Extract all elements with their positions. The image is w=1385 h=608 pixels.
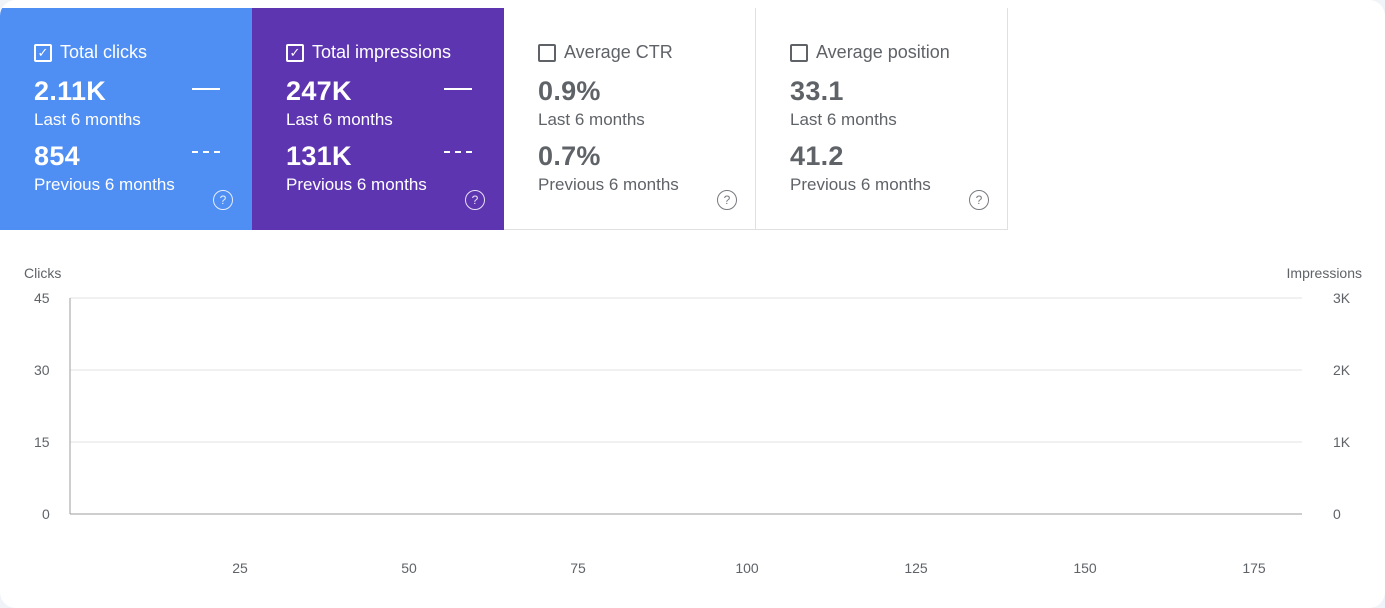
previous-value: 131K: [286, 141, 352, 171]
previous-value: 854: [34, 141, 80, 171]
help-icon[interactable]: ?: [717, 190, 737, 210]
x-tick-label: 100: [735, 560, 759, 576]
card-title: Total clicks: [60, 42, 148, 62]
solid-line-legend-icon: [192, 88, 220, 90]
dashed-line-legend-icon: [192, 151, 220, 153]
current-period-label: Last 6 months: [538, 110, 645, 129]
current-value: 33.1: [790, 76, 844, 106]
checkbox-checked-icon[interactable]: ✓: [34, 43, 52, 62]
metric-cards: ✓ Total clicks 2.11K Last 6 months 854 P…: [0, 8, 1012, 230]
checkbox-unchecked-icon[interactable]: [790, 43, 808, 62]
right-tick-label: 0: [1333, 506, 1341, 522]
card-header: ✓ Total clicks: [34, 42, 147, 63]
card-title: Average CTR: [564, 42, 673, 62]
right-tick-label: 3K: [1333, 290, 1351, 306]
previous-value: 0.7%: [538, 141, 601, 171]
x-tick-label: 125: [904, 560, 928, 576]
help-icon[interactable]: ?: [465, 190, 485, 210]
previous-value: 41.2: [790, 141, 844, 171]
left-tick-label: 45: [34, 290, 50, 306]
right-axis-title: Impressions: [1286, 265, 1362, 281]
x-tick-label: 50: [401, 560, 417, 576]
card-average-ctr[interactable]: Average CTR 0.9% Last 6 months 0.7% Prev…: [504, 8, 756, 230]
x-tick-label: 150: [1073, 560, 1097, 576]
card-header: ✓ Total impressions: [286, 42, 451, 63]
dashed-line-legend-icon: [444, 151, 472, 153]
current-value: 0.9%: [538, 76, 601, 106]
x-tick-label: 175: [1242, 560, 1266, 576]
current-value: 247K: [286, 76, 352, 106]
card-title: Average position: [816, 42, 950, 62]
card-header: Average CTR: [538, 42, 673, 63]
checkbox-checked-icon[interactable]: ✓: [286, 43, 304, 62]
left-tick-label: 30: [34, 362, 50, 378]
current-value: 2.11K: [34, 76, 107, 106]
card-total-impressions[interactable]: ✓ Total impressions 247K Last 6 months 1…: [252, 8, 504, 230]
card-title: Total impressions: [312, 42, 452, 62]
x-tick-label: 25: [232, 560, 248, 576]
right-tick-label: 2K: [1333, 362, 1351, 378]
card-header: Average position: [790, 42, 950, 63]
card-average-position[interactable]: Average position 33.1 Last 6 months 41.2…: [756, 8, 1008, 230]
previous-period-label: Previous 6 months: [286, 175, 427, 194]
left-tick-label: 15: [34, 434, 50, 450]
help-icon[interactable]: ?: [213, 190, 233, 210]
current-period-label: Last 6 months: [790, 110, 897, 129]
current-period-label: Last 6 months: [286, 110, 393, 129]
right-tick-label: 1K: [1333, 434, 1351, 450]
previous-period-label: Previous 6 months: [790, 175, 931, 194]
left-axis-title: Clicks: [24, 265, 62, 281]
card-total-clicks[interactable]: ✓ Total clicks 2.11K Last 6 months 854 P…: [0, 8, 252, 230]
left-tick-label: 0: [42, 506, 50, 522]
previous-period-label: Previous 6 months: [34, 175, 175, 194]
current-period-label: Last 6 months: [34, 110, 141, 129]
checkbox-unchecked-icon[interactable]: [538, 43, 556, 62]
help-icon[interactable]: ?: [969, 190, 989, 210]
solid-line-legend-icon: [444, 88, 472, 90]
previous-period-label: Previous 6 months: [538, 175, 679, 194]
x-tick-label: 75: [570, 560, 586, 576]
